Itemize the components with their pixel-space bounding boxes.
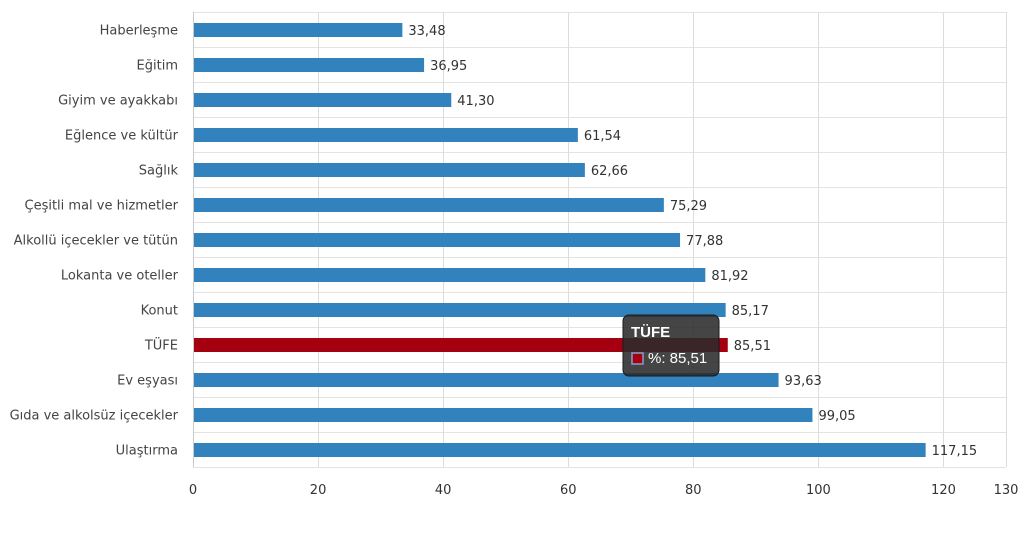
value-label: 62,66 <box>591 164 628 179</box>
value-label: 61,54 <box>584 129 621 144</box>
category-labels: Haberleşme Eğitim Giyim ve ayakkabı Eğlence… <box>10 24 179 459</box>
category-label: Lokanta ve oteller <box>61 269 179 284</box>
value-label: 93,63 <box>785 374 822 389</box>
bar-6[interactable] <box>194 233 681 247</box>
category-label: Ulaştırma <box>116 444 178 459</box>
category-label: Haberleşme <box>100 24 178 39</box>
value-label: 33,48 <box>408 24 445 39</box>
x-tick-label: 40 <box>435 483 452 498</box>
x-tick-label: 80 <box>685 483 702 498</box>
x-tick-label: 0 <box>189 483 197 498</box>
bar-9[interactable] <box>194 338 728 352</box>
value-label: 117,15 <box>932 444 978 459</box>
category-label: Eğitim <box>137 59 178 74</box>
category-label: Konut <box>141 304 178 319</box>
value-label: 85,17 <box>732 304 769 319</box>
x-tick-label: 20 <box>310 483 327 498</box>
bar-5[interactable] <box>194 198 664 212</box>
category-label: Sağlık <box>139 164 179 179</box>
bars <box>194 23 926 457</box>
value-label: 85,51 <box>734 339 771 354</box>
value-label: 75,29 <box>670 199 707 214</box>
x-tick-label: 130 <box>994 483 1019 498</box>
x-tick-label: 100 <box>806 483 831 498</box>
bar-3[interactable] <box>194 128 578 142</box>
tooltip: TÜFE %: 85,51 <box>622 314 720 377</box>
tooltip-swatch <box>631 352 644 365</box>
x-axis-ticks: 0 20 40 60 80 100 120 130 <box>189 483 1019 498</box>
bar-4[interactable] <box>194 163 585 177</box>
category-label: Giyim ve ayakkabı <box>58 94 178 109</box>
category-label: Eğlence ve kültür <box>65 129 179 144</box>
bar-7[interactable] <box>194 268 706 282</box>
bar-11[interactable] <box>194 408 813 422</box>
category-label: TÜFE <box>144 337 178 354</box>
bar-2[interactable] <box>194 93 452 107</box>
x-tick-label: 60 <box>560 483 577 498</box>
value-label: 77,88 <box>686 234 723 249</box>
value-label: 36,95 <box>430 59 467 74</box>
x-tick-label: 120 <box>931 483 956 498</box>
category-label: Gıda ve alkolsüz içecekler <box>10 409 179 424</box>
value-label: 81,92 <box>711 269 748 284</box>
value-labels: 33,48 36,95 41,30 61,54 62,66 75,29 77,88 81,92… <box>408 24 977 459</box>
category-label: Alkollü içecekler ve tütün <box>14 234 178 249</box>
tooltip-title: TÜFE <box>631 324 670 341</box>
bar-1[interactable] <box>194 58 425 72</box>
bar-0[interactable] <box>194 23 403 37</box>
category-label: Ev eşyası <box>117 374 178 389</box>
bar-8[interactable] <box>194 303 726 317</box>
tooltip-value: %: 85,51 <box>648 350 707 367</box>
value-label: 41,30 <box>457 94 494 109</box>
value-label: 99,05 <box>818 409 855 424</box>
tooltip-background <box>622 314 720 377</box>
category-label: Çeşitli mal ve hizmetler <box>25 199 179 214</box>
bar-12[interactable] <box>194 443 926 457</box>
